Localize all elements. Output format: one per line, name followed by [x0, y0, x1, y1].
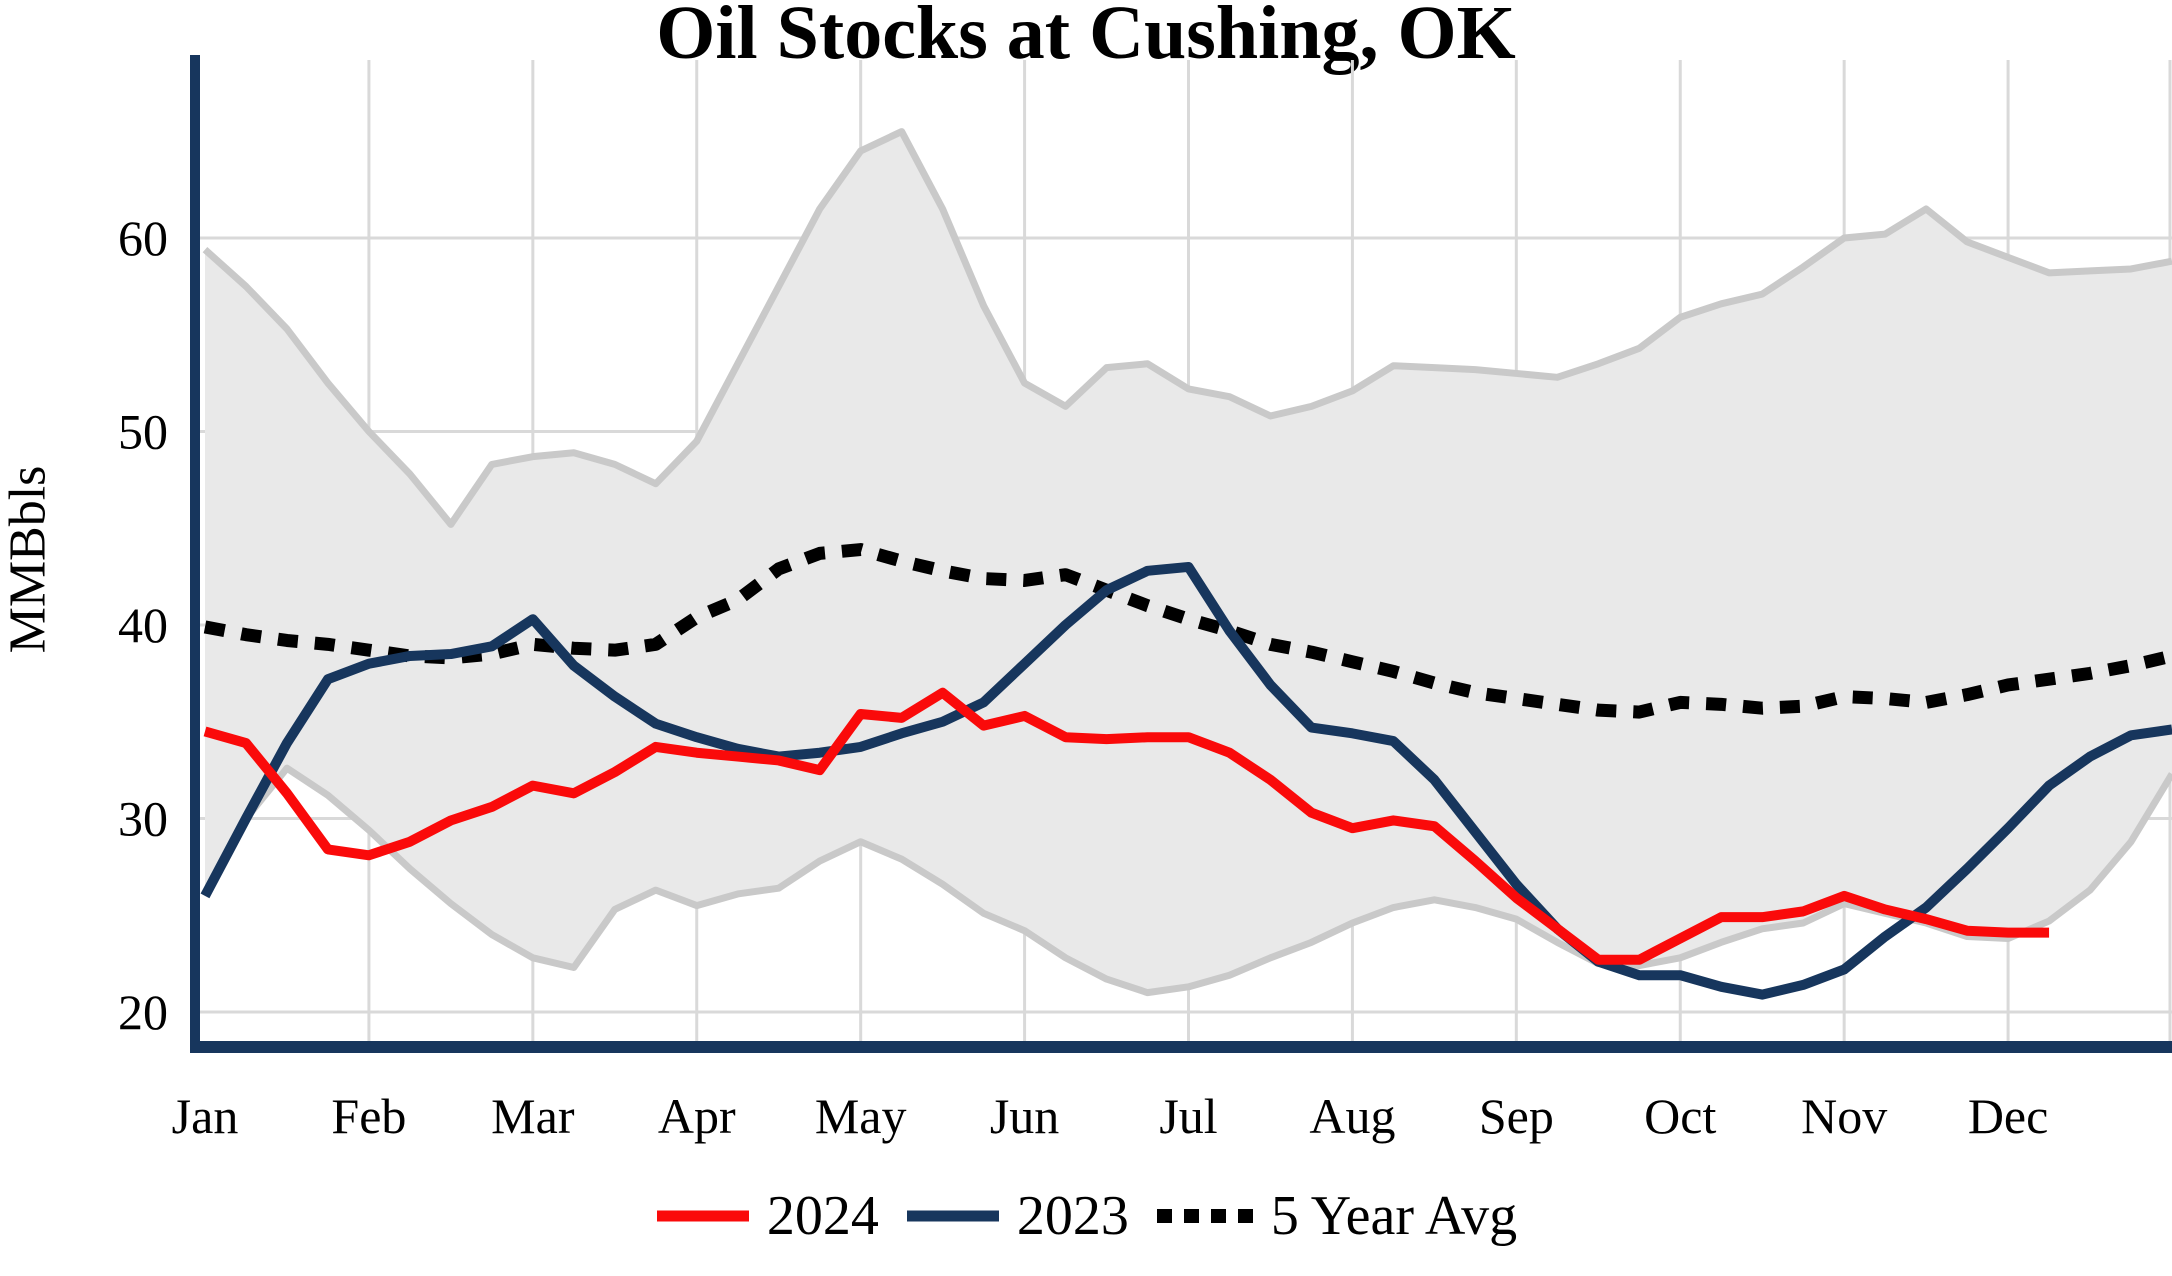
- x-tick-label-Feb: Feb: [331, 1088, 406, 1144]
- legend-swatch-2023-line-icon: [906, 1210, 999, 1222]
- legend-swatch-5yr-dashed-line-icon: [1156, 1209, 1253, 1223]
- legend-swatch-2024-line-icon: [656, 1210, 749, 1222]
- y-tick-label-50: 50: [118, 404, 168, 460]
- legend-label-2024: 2024: [766, 1185, 879, 1247]
- y-tick-label-20: 20: [118, 984, 168, 1040]
- x-tick-label-May: May: [815, 1088, 907, 1144]
- legend-item-2024: 2024: [655, 1188, 879, 1244]
- legend-label-2023: 2023: [1016, 1185, 1129, 1247]
- y-tick-label-60: 60: [118, 210, 168, 266]
- series-line-2023: [200, 561, 2172, 1000]
- y-tick-label-40: 40: [118, 597, 168, 653]
- chart-title: Oil Stocks at Cushing, OK: [656, 0, 1516, 75]
- legend-item-5yr-avg: 5 Year Avg: [1155, 1188, 1517, 1244]
- x-axis-spine: [190, 1041, 2172, 1053]
- legend-label-5yr-avg: 5 Year Avg: [1270, 1185, 1518, 1247]
- x-tick-label-Aug: Aug: [1309, 1088, 1395, 1144]
- x-tick-label-Jan: Jan: [172, 1088, 239, 1144]
- band-bottom-edge: [201, 764, 2172, 997]
- x-tick-label-Apr: Apr: [658, 1088, 736, 1144]
- x-tick-label-Oct: Oct: [1644, 1088, 1716, 1144]
- legend: 2024 2023 5 Year Avg: [0, 1178, 2172, 1254]
- band-top-edge: [202, 128, 2172, 528]
- x-tick-label-Jul: Jul: [1159, 1088, 1217, 1144]
- x-tick-label-Dec: Dec: [1968, 1088, 2049, 1144]
- series-line-2024: [203, 687, 2050, 965]
- y-tick-label-30: 30: [118, 791, 168, 847]
- x-tick-label-Nov: Nov: [1801, 1088, 1887, 1144]
- x-tick-label-Mar: Mar: [491, 1088, 575, 1144]
- y-axis-spine: [190, 55, 200, 1047]
- x-tick-label-Jun: Jun: [990, 1088, 1059, 1144]
- x-tick-label-Sep: Sep: [1479, 1088, 1554, 1144]
- legend-item-2023: 2023: [905, 1188, 1129, 1244]
